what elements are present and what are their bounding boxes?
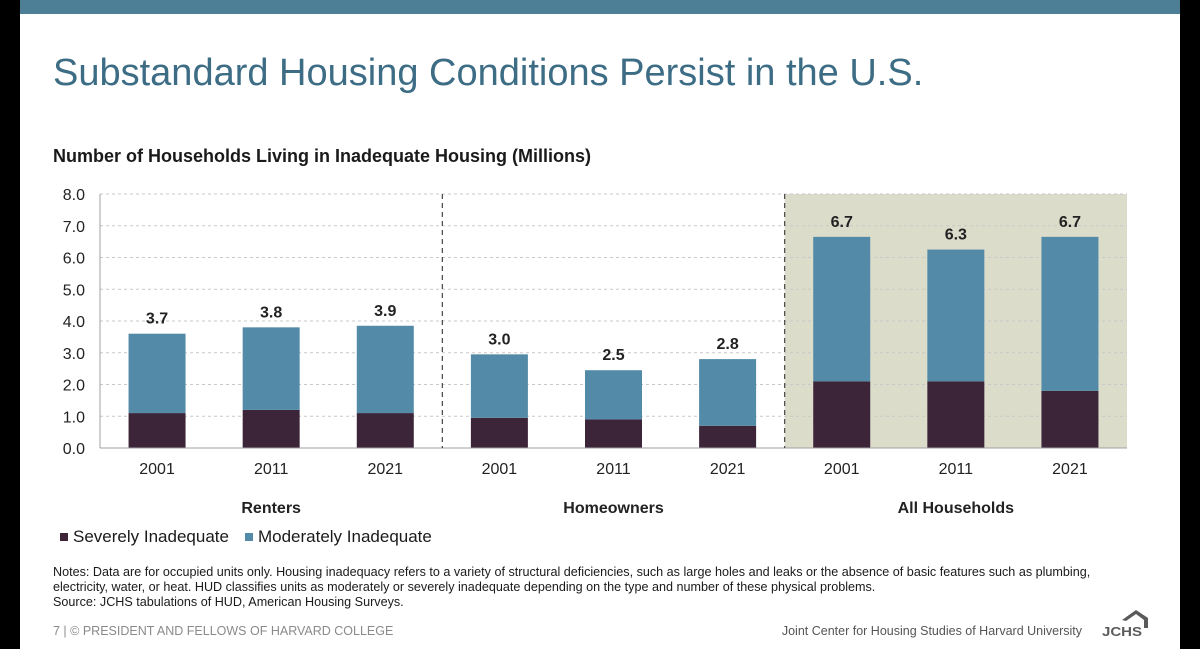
total-data-label: 2.8 <box>716 336 738 353</box>
y-tick-label: 1.0 <box>63 409 85 426</box>
legend-swatch-moderately-inadequate <box>244 533 253 541</box>
legend-item-moderately-inadequate: Moderately Inadequate <box>244 527 432 547</box>
x-tick-label: 2021 <box>367 461 403 478</box>
x-tick-label: 2001 <box>482 461 518 478</box>
y-tick-label: 5.0 <box>63 282 85 299</box>
y-tick-label: 6.0 <box>63 251 85 268</box>
jchs-logo-icon: JCHS <box>1102 610 1148 639</box>
bar-moderately-inadequate <box>128 333 186 414</box>
bar-moderately-inadequate <box>1041 236 1099 391</box>
y-tick-label: 4.0 <box>63 314 85 331</box>
total-data-label: 6.3 <box>945 227 967 244</box>
total-data-label: 6.7 <box>1059 214 1081 231</box>
x-tick-label: 2021 <box>1052 461 1088 478</box>
y-tick-label: 2.0 <box>63 378 85 395</box>
slide-title: Substandard Housing Conditions Persist i… <box>53 52 924 94</box>
x-tick-label: 2001 <box>139 461 175 478</box>
y-tick-label: 7.0 <box>63 219 85 236</box>
x-tick-label: 2011 <box>596 461 631 478</box>
chart-title: Number of Households Living in Inadequat… <box>53 146 592 166</box>
top-accent-bar <box>20 0 1180 14</box>
bar-moderately-inadequate <box>585 370 642 420</box>
group-label: All Households <box>898 500 1015 517</box>
y-tick-label: 3.0 <box>63 346 85 363</box>
bar-severely-inadequate <box>470 417 528 448</box>
footer-copyright: 7 | © PRESIDENT AND FELLOWS OF HARVARD C… <box>53 624 394 638</box>
logo-text: JCHS <box>1102 625 1142 639</box>
legend-item-severely-inadequate: Severely Inadequate <box>60 527 229 547</box>
total-data-label: 3.8 <box>260 304 282 321</box>
total-data-label: 3.9 <box>374 303 396 320</box>
bar-moderately-inadequate <box>927 249 985 382</box>
bar-moderately-inadequate <box>470 354 528 418</box>
legend-label-moderately-inadequate: Moderately Inadequate <box>257 527 432 546</box>
bar-severely-inadequate <box>699 425 757 448</box>
y-tick-label: 0.0 <box>63 441 85 458</box>
slide: Substandard Housing Conditions Persist i… <box>20 0 1180 649</box>
total-data-label: 6.7 <box>831 214 853 231</box>
legend-label-severely-inadequate: Severely Inadequate <box>73 527 229 546</box>
group-label: Renters <box>241 500 301 517</box>
x-tick-label: 2001 <box>824 461 860 478</box>
bar-severely-inadequate <box>585 419 642 448</box>
bar-severely-inadequate <box>356 413 414 448</box>
notes-text: Notes: Data are for occupied units only.… <box>53 565 1091 594</box>
bar-moderately-inadequate <box>356 325 414 414</box>
bar-chart: 0.0 1.0 2.0 3.0 4.0 5.0 6.0 7.0 8.0 3.7 2001 3.8 201… <box>63 187 1127 517</box>
legend-swatch-severely-inadequate <box>60 533 68 541</box>
chart-legend: Severely Inadequate Moderately Inadequat… <box>60 527 448 547</box>
bar-moderately-inadequate <box>699 359 757 426</box>
total-data-label: 3.0 <box>488 331 510 348</box>
source-text: Source: JCHS tabulations of HUD, America… <box>53 595 404 609</box>
total-data-label: 3.7 <box>146 311 168 328</box>
group-label: Homeowners <box>563 500 664 517</box>
bar-severely-inadequate <box>927 381 985 448</box>
bar-severely-inadequate <box>813 381 871 448</box>
bar-severely-inadequate <box>242 409 300 448</box>
x-tick-label: 2021 <box>710 461 746 478</box>
total-data-label: 2.5 <box>602 347 624 364</box>
x-tick-label: 2011 <box>939 461 974 478</box>
y-tick-label: 8.0 <box>63 187 85 204</box>
footer-organization: Joint Center for Housing Studies of Harv… <box>781 624 1082 638</box>
bar-severely-inadequate <box>1041 390 1099 448</box>
bar-moderately-inadequate <box>242 327 300 410</box>
bar-moderately-inadequate <box>813 236 871 382</box>
notes-block: Notes: Data are for occupied units only.… <box>53 565 1143 610</box>
x-tick-label: 2011 <box>254 461 289 478</box>
bar-severely-inadequate <box>128 413 186 448</box>
